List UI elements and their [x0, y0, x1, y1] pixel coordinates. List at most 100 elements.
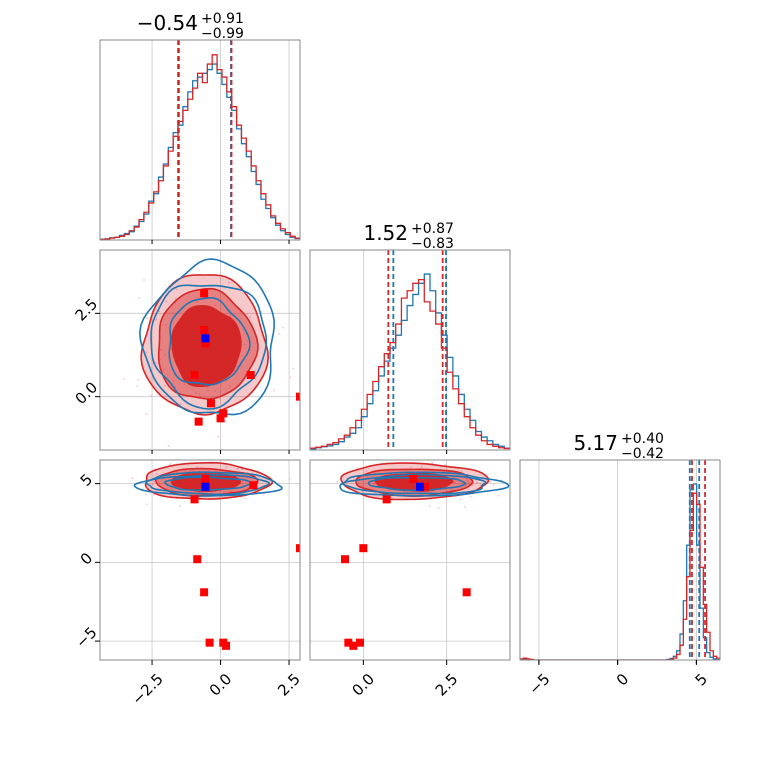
scatter-dot — [219, 397, 221, 400]
scatter-dot — [207, 389, 210, 392]
x-tick-label-1-1: 2.5 — [432, 670, 462, 700]
blue-contour-1-2 — [133, 471, 283, 497]
scatter-dot — [292, 367, 295, 370]
scatter-dot — [228, 490, 231, 493]
hist-red-2 — [520, 492, 720, 660]
red-marker-1-4 — [193, 555, 202, 564]
scatter-dot — [249, 316, 251, 318]
blue-contour-1-1 — [145, 474, 271, 496]
title-plus-2: +0.40 — [621, 431, 664, 447]
hist-frame-0 — [99, 39, 301, 241]
scatter-dot — [240, 482, 243, 485]
red-marker-0-8 — [194, 417, 203, 426]
scatter-dot — [366, 476, 369, 479]
scatter-dot — [466, 479, 469, 482]
scatter-dot — [240, 354, 243, 357]
scatter-dot — [431, 461, 434, 464]
title-value-2: 5.17 — [573, 431, 618, 455]
scatter-dot — [468, 481, 471, 484]
scatter-dot — [243, 343, 246, 346]
scatter-dot — [155, 473, 158, 475]
scatter-dot — [219, 293, 222, 295]
scatter-dot — [469, 495, 472, 498]
scatter-dot — [236, 365, 238, 368]
red-marker-0-5 — [206, 399, 215, 408]
y-tick-label-1-1: 2.5 — [72, 295, 102, 325]
scatter-dot — [153, 481, 156, 483]
hist-red-0 — [100, 54, 300, 240]
scatter-dot — [476, 481, 478, 484]
scatter-dot — [138, 297, 140, 299]
scatter-dot — [131, 477, 134, 480]
scatter-dot — [227, 281, 230, 284]
hist-blue-2 — [520, 483, 720, 660]
pair-panel-0 — [100, 250, 300, 459]
red-marker-2-5 — [462, 588, 471, 597]
scatter-dot — [183, 383, 186, 386]
x-tick-label-0-0: −2.5 — [128, 670, 166, 708]
blue-marker-0-0 — [201, 334, 210, 343]
scatter-dot — [217, 435, 220, 438]
scatter-dot — [229, 385, 232, 388]
x-tick-label-0-1: 0.0 — [206, 670, 236, 700]
scatter-dot — [163, 353, 166, 356]
scatter-dot — [145, 413, 148, 415]
red-marker-0-2 — [201, 339, 210, 348]
red-marker-2-0 — [409, 474, 418, 483]
scatter-dot — [153, 493, 155, 496]
scatter-dot — [372, 482, 375, 485]
scatter-dot — [233, 369, 236, 372]
scatter-dot — [143, 279, 145, 281]
scatter-dot — [288, 477, 291, 480]
scatter-dot — [437, 507, 440, 510]
scatter-dot — [145, 351, 148, 354]
scatter-dot — [159, 348, 162, 351]
scatter-dot — [165, 300, 168, 303]
scatter-dot — [136, 385, 139, 388]
title-minus-1: −0.83 — [411, 236, 454, 252]
scatter-dot — [172, 312, 175, 314]
pair-frame-2 — [309, 459, 511, 661]
blue-marker-2-0 — [416, 482, 424, 491]
red-marker-0-9 — [296, 392, 300, 401]
scatter-dot — [231, 408, 233, 411]
red-marker-2-1 — [421, 482, 429, 491]
scatter-dot — [155, 318, 158, 321]
blue-contour-2-0 — [367, 476, 467, 492]
scatter-dot — [460, 469, 463, 472]
pair-panel-1 — [100, 460, 300, 660]
red-marker-1-2 — [190, 495, 199, 504]
red-marker-2-6 — [344, 638, 353, 647]
red-marker-0-4 — [246, 371, 255, 379]
scatter-dot — [236, 467, 239, 470]
scatter-dot — [277, 332, 280, 335]
title-value-1: 1.52 — [363, 221, 408, 245]
y-tick-label-2-2: 5 — [77, 470, 96, 489]
scatter-dot — [151, 483, 154, 486]
y-tick-label-1-0: 0.0 — [72, 378, 102, 408]
pair-frame-1 — [99, 459, 301, 661]
scatter-dot — [460, 486, 462, 489]
scatter-dot — [170, 347, 173, 350]
blue-marker-1-0 — [201, 482, 210, 491]
pair-frame-0 — [99, 249, 301, 451]
scatter-dot — [191, 469, 194, 472]
scatter-dot — [361, 490, 364, 493]
scatter-dot — [186, 457, 188, 459]
scatter-dot — [444, 463, 446, 466]
blue-contour-0-2 — [139, 258, 275, 416]
scatter-dot — [459, 498, 462, 501]
scatter-dot — [150, 394, 152, 397]
red-marker-1-3 — [249, 481, 258, 490]
scatter-dot — [198, 393, 201, 396]
scatter-dot — [170, 486, 173, 489]
scatter-dot — [410, 466, 413, 469]
x-tick-label-2-1: 0 — [613, 670, 632, 689]
scatter-dot — [196, 466, 199, 468]
scatter-dot — [497, 494, 500, 497]
scatter-dot — [145, 493, 147, 496]
scatter-dot — [241, 481, 244, 483]
scatter-dot — [195, 392, 197, 394]
